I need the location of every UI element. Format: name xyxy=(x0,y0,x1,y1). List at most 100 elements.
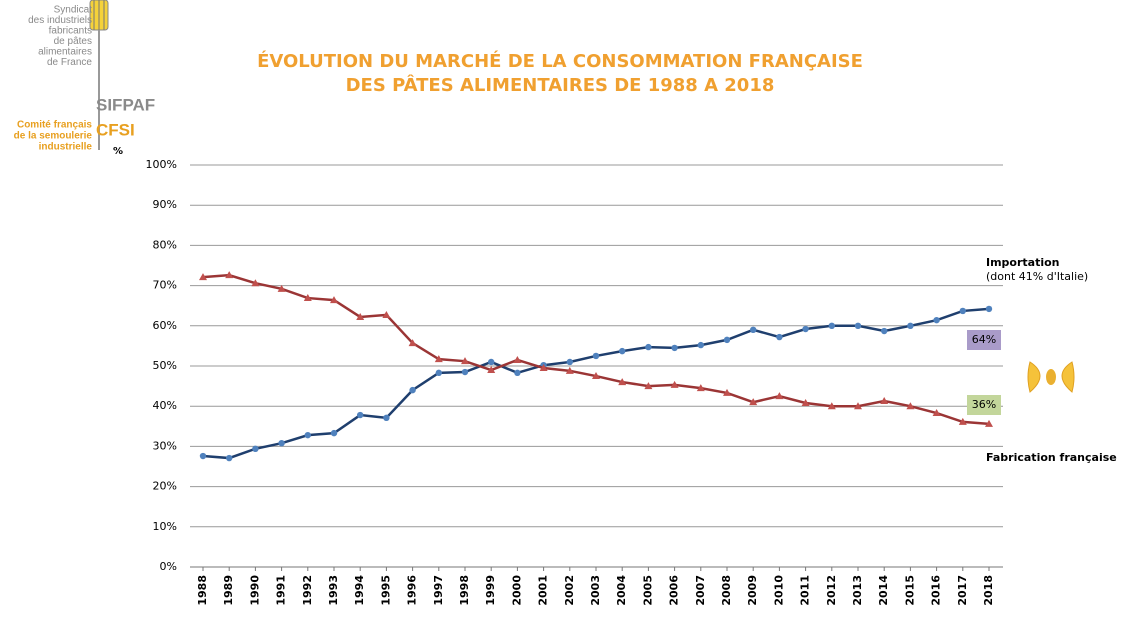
point xyxy=(303,294,312,302)
point xyxy=(304,431,311,439)
x-tick-label: 2006 xyxy=(668,575,681,606)
point xyxy=(618,378,627,386)
point xyxy=(907,322,914,329)
logo-name: SIFPAF xyxy=(96,95,155,114)
point xyxy=(592,372,600,380)
x-tick-label: 1997 xyxy=(432,575,445,606)
point xyxy=(723,388,731,396)
point xyxy=(750,326,757,334)
logo-text: de la semoulerie xyxy=(14,131,93,142)
point xyxy=(514,369,521,377)
point xyxy=(408,339,417,347)
y-tick-label: 0% xyxy=(160,560,177,573)
y-tick-label: 40% xyxy=(153,399,177,412)
point xyxy=(645,343,652,351)
x-tick-label: 2007 xyxy=(694,575,707,606)
point xyxy=(435,369,442,377)
series-line xyxy=(202,273,990,426)
annotation: (dont 41% d'Italie) xyxy=(986,270,1088,283)
point xyxy=(409,386,416,394)
x-tick-label: 2014 xyxy=(877,575,890,606)
logo-text: industrielle xyxy=(39,142,93,153)
x-tick-label: 1990 xyxy=(248,575,261,606)
series-label: Importation xyxy=(986,256,1060,269)
point xyxy=(330,429,338,437)
logo-name: CFSI xyxy=(96,120,135,139)
point xyxy=(802,325,809,333)
point xyxy=(854,402,862,410)
x-tick-label: 2010 xyxy=(772,575,785,606)
point xyxy=(383,414,390,422)
x-tick-label: 2001 xyxy=(537,575,550,606)
y-unit: % xyxy=(113,146,123,157)
point xyxy=(461,357,469,365)
point xyxy=(723,336,731,344)
point xyxy=(487,366,496,374)
annotation: 64% xyxy=(972,333,996,346)
point xyxy=(775,392,784,400)
point xyxy=(958,417,967,425)
x-tick-label: 2018 xyxy=(982,575,995,606)
point xyxy=(278,439,285,447)
point xyxy=(356,312,365,320)
x-tick-label: 1991 xyxy=(275,575,288,606)
point xyxy=(252,445,259,453)
point xyxy=(670,380,679,388)
logo-text: fabricants xyxy=(49,26,92,37)
point xyxy=(880,396,889,404)
series-label: Fabrication française xyxy=(986,451,1117,464)
y-tick-label: 30% xyxy=(153,439,177,452)
logo-text: Comité français xyxy=(17,120,92,131)
y-tick-label: 10% xyxy=(153,520,177,533)
y-tick-label: 70% xyxy=(153,279,177,292)
point xyxy=(199,273,207,281)
logo-text: de pâtes xyxy=(54,36,92,47)
x-tick-label: 1999 xyxy=(484,575,497,606)
point xyxy=(985,419,993,427)
point xyxy=(776,333,783,341)
logo-text: alimentaires xyxy=(38,47,92,58)
x-tick-label: 2012 xyxy=(825,575,838,606)
point xyxy=(697,341,704,349)
x-tick-label: 2016 xyxy=(930,575,943,606)
y-tick-label: 80% xyxy=(153,238,177,251)
point xyxy=(565,366,574,374)
point xyxy=(932,409,941,417)
bowtie-pasta xyxy=(1027,361,1075,393)
x-tick-label: 2013 xyxy=(851,575,864,606)
x-tick-label: 2005 xyxy=(641,575,654,606)
logo-text: Syndicat xyxy=(54,5,93,16)
x-tick-label: 1994 xyxy=(353,575,366,606)
x-tick-label: 1988 xyxy=(196,575,209,606)
x-tick-label: 2015 xyxy=(903,575,916,606)
point xyxy=(513,355,522,363)
x-tick-label: 2000 xyxy=(510,575,523,606)
point xyxy=(382,310,391,318)
y-tick-label: 50% xyxy=(153,359,177,372)
x-tick-label: 1998 xyxy=(458,575,471,606)
y-tick-label: 20% xyxy=(153,480,177,493)
x-tick-label: 2008 xyxy=(720,575,733,606)
chart-title: DES PÂTES ALIMENTAIRES DE 1988 A 2018 xyxy=(346,74,775,96)
point xyxy=(749,398,758,406)
point xyxy=(881,327,888,335)
point xyxy=(827,402,836,410)
x-tick-label: 1995 xyxy=(379,575,392,606)
point xyxy=(933,316,940,324)
point xyxy=(226,454,233,462)
point xyxy=(199,452,207,460)
point xyxy=(277,284,286,292)
chart-title: ÉVOLUTION DU MARCHÉ DE LA CONSOMMATION F… xyxy=(257,50,863,72)
y-tick-label: 100% xyxy=(146,158,177,171)
point xyxy=(985,305,993,313)
point xyxy=(592,352,600,360)
point xyxy=(434,355,443,363)
x-tick-label: 1996 xyxy=(406,575,419,606)
point xyxy=(225,271,234,279)
x-tick-label: 1993 xyxy=(327,575,340,606)
point xyxy=(828,322,835,329)
logo-text: de France xyxy=(47,57,92,68)
point xyxy=(461,368,469,376)
point xyxy=(671,344,678,352)
